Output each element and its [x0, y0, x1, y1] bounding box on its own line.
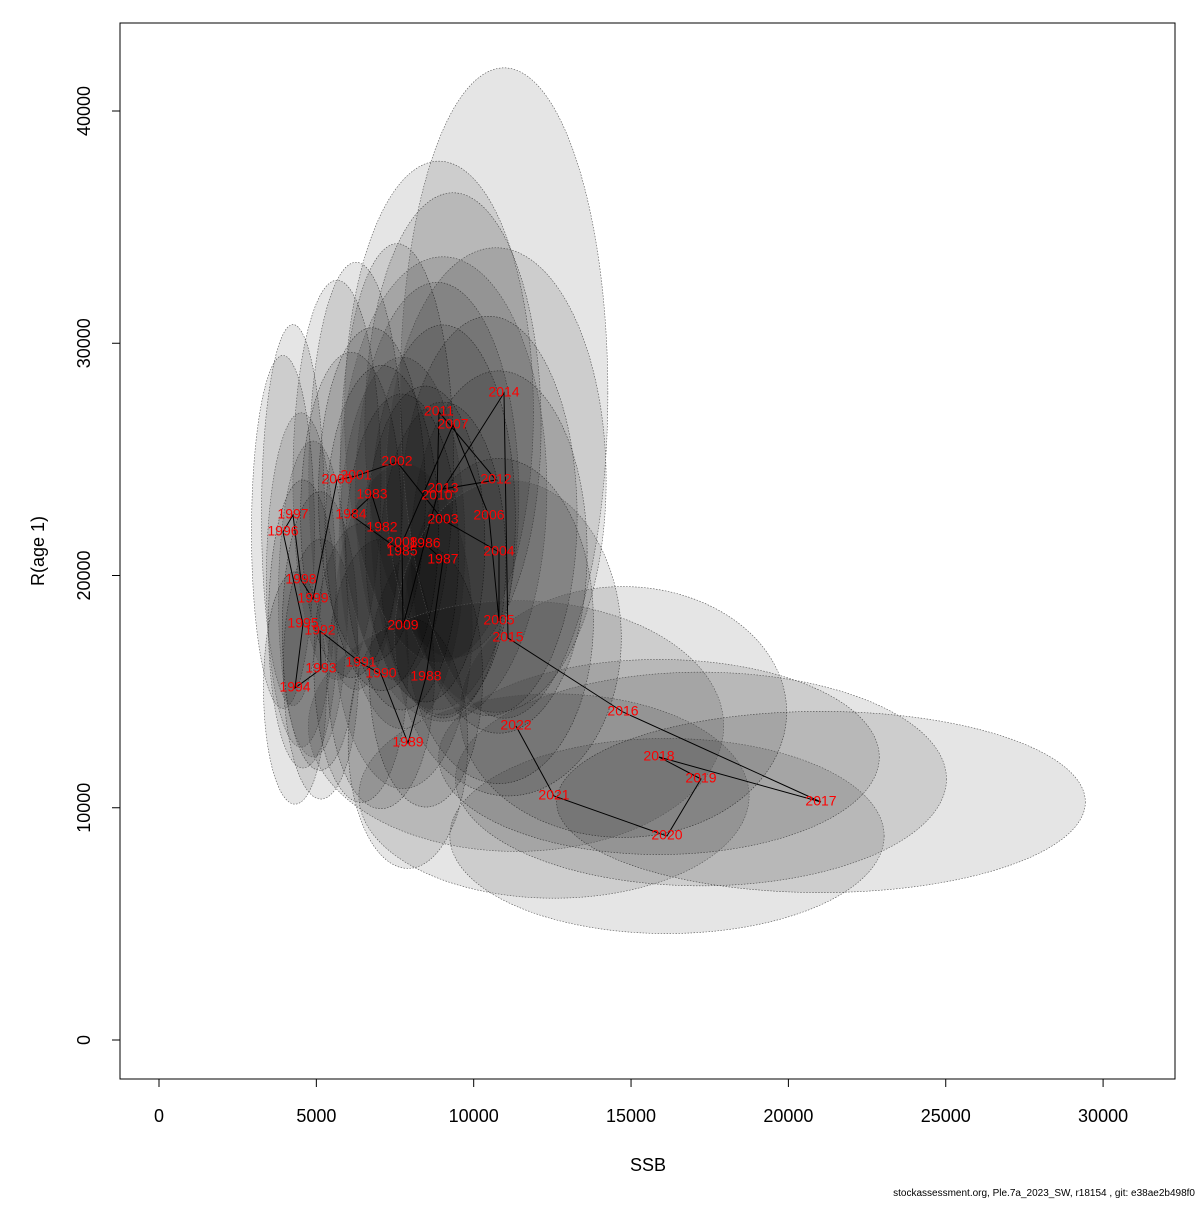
y-tick-label: 20000 [74, 550, 94, 600]
point-label: 1983 [356, 486, 387, 502]
point-label: 1990 [365, 665, 396, 681]
point-label: 2015 [492, 629, 523, 645]
point-label: 1995 [287, 615, 318, 631]
point-label: 1996 [267, 523, 298, 539]
point-label: 2005 [483, 612, 514, 628]
x-tick-label: 10000 [449, 1106, 499, 1126]
point-label: 2002 [381, 453, 412, 469]
point-label: 1994 [279, 679, 310, 695]
y-axis-label: R(age 1) [28, 516, 48, 586]
point-label: 2003 [427, 511, 458, 527]
x-tick-label: 0 [154, 1106, 164, 1126]
y-tick-label: 40000 [74, 86, 94, 136]
point-label: 1982 [366, 519, 397, 535]
point-label: 2018 [643, 748, 674, 764]
x-tick-label: 20000 [763, 1106, 813, 1126]
point-label: 1997 [277, 506, 308, 522]
footer: stockassessment.org, Ple.7a_2023_SW, r18… [893, 1188, 1195, 1199]
point-label: 2001 [340, 467, 371, 483]
point-label: 2011 [424, 403, 454, 419]
x-axis-label: SSB [630, 1155, 666, 1175]
point-label: 2019 [685, 770, 716, 786]
point-label: 1992 [304, 622, 335, 638]
point-label: 1998 [285, 571, 316, 587]
point-label: 2009 [387, 617, 418, 633]
point-label: 1988 [410, 668, 441, 684]
point-label: 2008 [386, 534, 417, 550]
x-tick-label: 5000 [296, 1106, 336, 1126]
y-tick-label: 10000 [74, 783, 94, 833]
point-label: 1989 [392, 734, 423, 750]
point-label: 1986 [409, 535, 440, 551]
y-tick-label: 30000 [74, 318, 94, 368]
point-label: 1987 [427, 551, 458, 567]
point-label: 2010 [421, 487, 452, 503]
point-label: 2017 [805, 793, 836, 809]
point-label: 2007 [437, 416, 468, 432]
point-label: 2012 [480, 471, 511, 487]
point-label: 2020 [651, 827, 682, 843]
point-label: 1993 [305, 660, 336, 676]
point-label: 1999 [297, 590, 328, 606]
point-label: 2014 [488, 384, 519, 400]
point-label: 1991 [345, 654, 376, 670]
point-label: 2021 [538, 787, 569, 803]
point-label: 2006 [473, 507, 504, 523]
y-tick-label: 0 [74, 1035, 94, 1045]
x-tick-label: 15000 [606, 1106, 656, 1126]
x-tick-label: 30000 [1078, 1106, 1128, 1126]
point-label: 2016 [607, 703, 638, 719]
point-label: 2000 [321, 471, 352, 487]
x-tick-label: 25000 [921, 1106, 971, 1126]
point-label: 1984 [335, 506, 366, 522]
trajectory-line [282, 391, 822, 837]
point-label: 2004 [483, 543, 514, 559]
point-label: 1985 [386, 543, 417, 559]
point-label: 2022 [500, 717, 531, 733]
point-label: 2013 [427, 480, 458, 496]
